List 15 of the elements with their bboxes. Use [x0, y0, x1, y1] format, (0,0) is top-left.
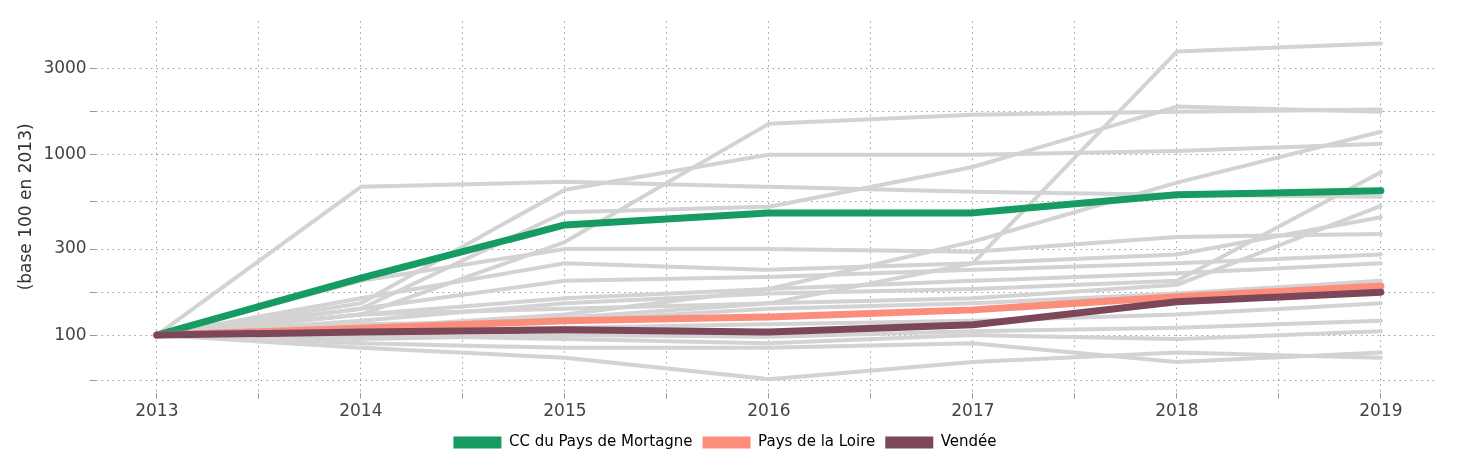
x-tick-label: 2013	[135, 400, 179, 421]
x-tick-label: 2016	[747, 400, 791, 421]
legend-label: Vendée	[940, 432, 997, 451]
y-axis-title: (base 100 en 2013)	[14, 123, 35, 291]
x-tick-label: 2014	[339, 400, 383, 421]
y-tick-label: 300	[54, 237, 87, 258]
legend-label: Pays de la Loire	[758, 432, 876, 451]
x-tick-label: 2018	[1155, 400, 1199, 421]
x-tick-label: 2017	[951, 400, 995, 421]
x-tick-label: 2019	[1359, 400, 1403, 421]
x-tick-label: 2015	[543, 400, 587, 421]
y-tick-label: 100	[54, 323, 87, 344]
legend-label: CC du Pays de Mortagne	[508, 432, 693, 451]
y-tick-label: 1000	[43, 143, 87, 164]
y-tick-label: 3000	[43, 57, 87, 78]
